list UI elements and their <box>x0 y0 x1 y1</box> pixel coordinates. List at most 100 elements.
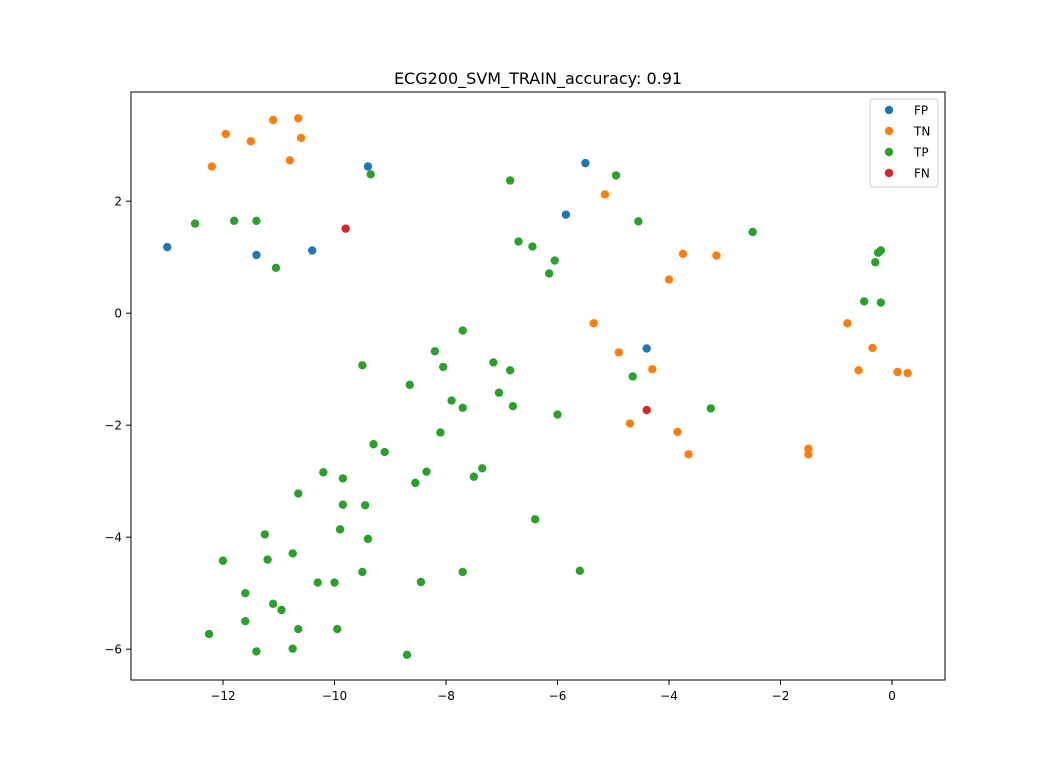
data-point-fn-0 <box>341 224 350 233</box>
data-point-tp-38 <box>411 478 420 488</box>
data-point-tp-9 <box>528 242 537 251</box>
data-point-tp-42 <box>338 500 348 509</box>
data-point-tp-27 <box>458 403 467 413</box>
data-point-fp-3 <box>363 162 373 171</box>
data-point-tp-17 <box>876 298 886 307</box>
data-point-tp-22 <box>505 366 515 375</box>
data-point-tp-39 <box>319 468 328 477</box>
x-tick-label: −8 <box>437 689 455 703</box>
data-point-tp-0 <box>190 219 200 228</box>
data-point-tn-6 <box>296 133 306 143</box>
axes-frame <box>130 91 946 681</box>
data-point-tp-66 <box>402 650 412 659</box>
legend: FP TN TP FN <box>869 98 939 188</box>
data-point-tp-48 <box>263 555 272 564</box>
data-point-tn-14 <box>673 427 682 437</box>
data-point-tp-61 <box>294 624 303 634</box>
data-point-tp-6 <box>611 171 621 180</box>
data-point-tp-36 <box>469 472 479 481</box>
legend-label-fn: FN <box>914 167 930 181</box>
plot-area <box>163 114 912 659</box>
data-point-tp-21 <box>489 358 498 367</box>
data-point-tp-55 <box>458 567 467 577</box>
data-point-tp-15 <box>871 258 880 267</box>
data-point-fp-2 <box>307 246 317 255</box>
data-point-tp-8 <box>514 237 523 246</box>
data-point-fp-0 <box>163 242 172 252</box>
axes: −12 −10 −8 −6 −4 −2 0 −6 −4 −2 0 2 <box>104 91 946 703</box>
x-tick-label: −2 <box>772 689 790 703</box>
data-point-tn-21 <box>868 343 877 353</box>
data-point-tp-5 <box>505 176 515 185</box>
data-point-tp-37 <box>422 467 431 476</box>
legend-marker-fp <box>884 105 894 115</box>
data-point-fn-1 <box>642 405 651 415</box>
data-point-tp-16 <box>859 297 869 306</box>
x-tick-label: −4 <box>660 689 678 703</box>
data-point-tp-49 <box>288 549 297 558</box>
data-point-tp-51 <box>313 578 322 587</box>
data-point-tp-62 <box>333 624 342 634</box>
data-point-tp-28 <box>508 401 518 411</box>
legend-label-tp: TP <box>913 146 929 160</box>
data-point-tp-18 <box>458 326 467 335</box>
data-point-tn-16 <box>712 251 721 260</box>
data-point-tp-20 <box>439 362 448 372</box>
data-point-tp-24 <box>405 380 414 390</box>
data-point-tn-13 <box>678 249 688 259</box>
data-point-tp-19 <box>430 347 440 356</box>
legend-label-fp: FP <box>914 104 928 118</box>
data-point-tp-52 <box>330 578 339 587</box>
data-point-tp-53 <box>358 567 367 577</box>
data-point-fp-6 <box>642 344 651 353</box>
data-point-tp-59 <box>277 605 286 615</box>
data-point-tp-14 <box>876 246 886 255</box>
data-point-tn-22 <box>893 367 902 377</box>
legend-label-tn: TN <box>913 125 930 139</box>
data-point-tp-12 <box>748 227 757 237</box>
data-point-tp-4 <box>366 170 375 179</box>
data-point-tp-35 <box>478 464 487 473</box>
legend-marker-tn <box>884 126 894 136</box>
data-point-tp-32 <box>436 428 445 437</box>
data-point-tp-30 <box>628 372 637 381</box>
x-tick-label: −6 <box>549 689 567 703</box>
data-point-tp-58 <box>268 599 278 609</box>
data-point-tn-23 <box>903 368 912 378</box>
data-point-tn-9 <box>614 348 624 357</box>
data-point-tp-57 <box>241 589 250 598</box>
data-point-tn-12 <box>664 275 674 284</box>
x-tick-label: −10 <box>322 689 347 703</box>
data-point-tn-5 <box>294 114 303 123</box>
legend-box <box>869 98 939 188</box>
data-point-tp-23 <box>358 361 367 370</box>
data-point-tp-45 <box>363 534 373 544</box>
data-point-tn-15 <box>684 450 693 459</box>
data-point-tn-20 <box>854 366 863 375</box>
data-point-tp-31 <box>706 404 716 413</box>
data-point-tp-63 <box>204 629 214 639</box>
data-point-tp-46 <box>260 530 270 539</box>
data-point-tp-56 <box>575 566 585 575</box>
y-tick-label: 0 <box>114 307 122 321</box>
data-point-fp-4 <box>581 158 590 168</box>
data-point-tp-11 <box>544 269 554 278</box>
data-point-fp-5 <box>561 210 571 219</box>
data-point-tn-18 <box>804 450 813 459</box>
data-point-tn-0 <box>207 162 217 171</box>
legend-marker-fn <box>884 168 894 178</box>
data-point-tp-41 <box>294 489 303 498</box>
y-tick-label: −6 <box>104 643 122 657</box>
data-point-tn-19 <box>843 319 852 328</box>
data-point-tp-43 <box>360 501 370 510</box>
data-point-tp-60 <box>241 617 250 626</box>
data-point-tp-34 <box>380 447 389 457</box>
y-tick-label: −4 <box>104 531 122 545</box>
legend-marker-tp <box>884 147 894 157</box>
data-point-tn-3 <box>268 115 278 125</box>
data-point-tn-4 <box>285 156 295 165</box>
data-point-tp-1 <box>229 216 239 225</box>
data-point-tp-50 <box>531 515 540 524</box>
data-point-tp-44 <box>335 525 345 534</box>
